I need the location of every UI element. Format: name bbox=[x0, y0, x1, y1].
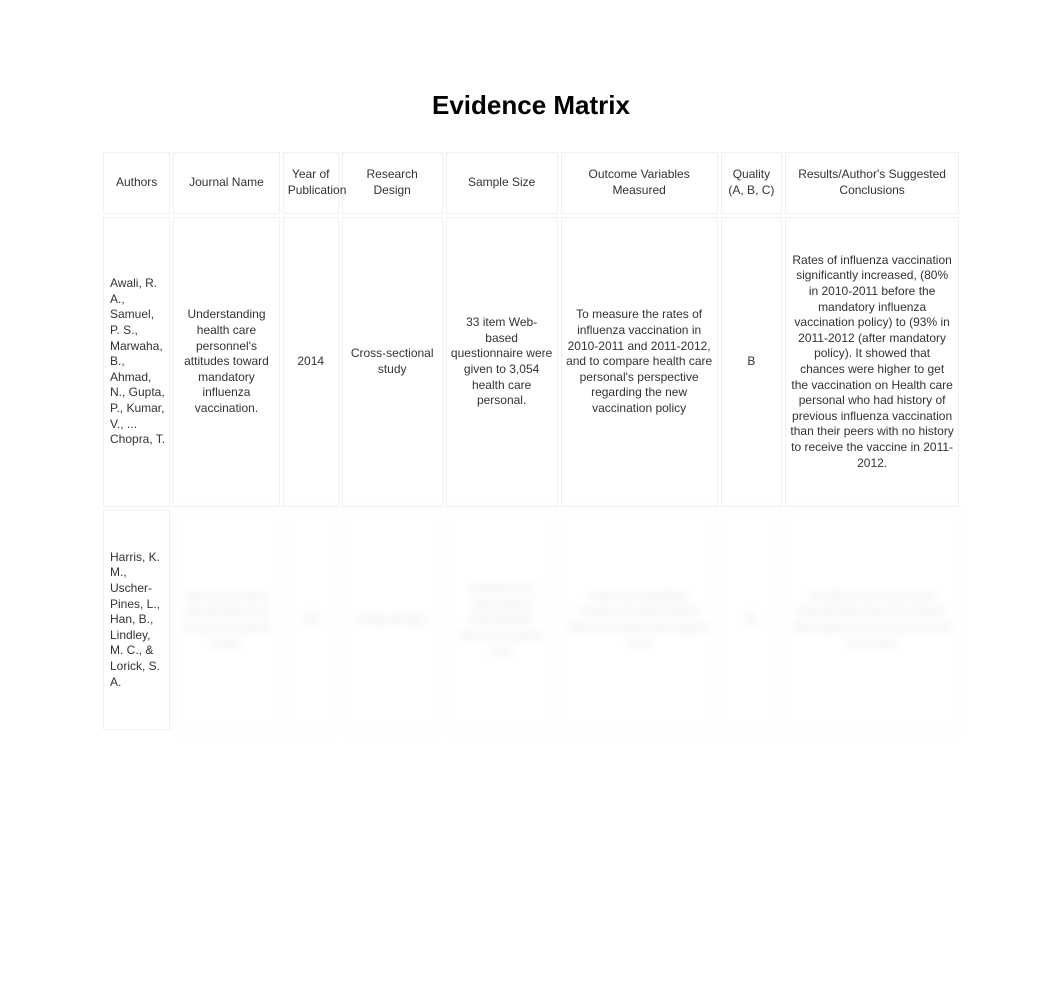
cell-outcome-blurred: outcome variables measured placeholder b… bbox=[561, 510, 718, 730]
page-title: Evidence Matrix bbox=[100, 90, 962, 121]
table-header-row: Authors Journal Name Year of Publication… bbox=[103, 152, 959, 214]
cell-journal: Understanding health care personnel's at… bbox=[173, 217, 279, 507]
cell-design: Cross-sectional study bbox=[342, 217, 443, 507]
col-header-quality: Quality (A, B, C) bbox=[721, 152, 783, 214]
cell-sample-blurred: sample size description placeholder blur… bbox=[446, 510, 558, 730]
evidence-matrix-table: Authors Journal Name Year of Publication… bbox=[100, 149, 962, 733]
cell-year-blurred: 20 bbox=[283, 510, 339, 730]
col-header-authors: Authors bbox=[103, 152, 170, 214]
table-row: Awali, R. A., Samuel, P. S., Marwaha, B.… bbox=[103, 217, 959, 507]
cell-sample: 33 item Web-based questionnaire were giv… bbox=[446, 217, 558, 507]
col-header-outcome: Outcome Variables Measured bbox=[561, 152, 718, 214]
col-header-journal: Journal Name bbox=[173, 152, 279, 214]
cell-quality: B bbox=[721, 217, 783, 507]
cell-quality-blurred: B bbox=[721, 510, 783, 730]
cell-design-blurred: study design bbox=[342, 510, 443, 730]
cell-authors: Awali, R. A., Samuel, P. S., Marwaha, B.… bbox=[103, 217, 170, 507]
col-header-results: Results/Author's Suggested Conclusions bbox=[785, 152, 959, 214]
col-header-sample: Sample Size bbox=[446, 152, 558, 214]
cell-results: Rates of influenza vaccination significa… bbox=[785, 217, 959, 507]
cell-outcome: To measure the rates of influenza vaccin… bbox=[561, 217, 718, 507]
col-header-design: Research Design bbox=[342, 152, 443, 214]
cell-authors: Harris, K. M., Uscher-Pines, L., Han, B.… bbox=[103, 510, 170, 730]
cell-journal-blurred: blurred content placeholder text for jou… bbox=[173, 510, 279, 730]
col-header-year: Year of Publication bbox=[283, 152, 339, 214]
cell-year: 2014 bbox=[283, 217, 339, 507]
cell-results-blurred: results and conclusions placeholder blur… bbox=[785, 510, 959, 730]
table-row: Harris, K. M., Uscher-Pines, L., Han, B.… bbox=[103, 510, 959, 730]
